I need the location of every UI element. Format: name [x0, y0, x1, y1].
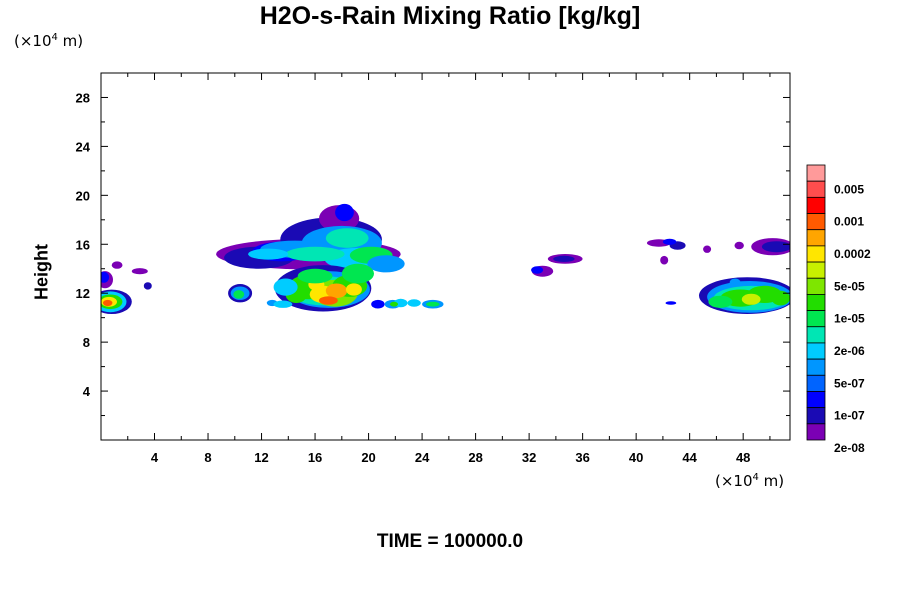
colorbar-swatch: [806, 326, 826, 344]
colorbar-swatch: [806, 423, 826, 441]
y-tick-label: 20: [76, 188, 90, 203]
colorbar-label: 0.001: [834, 215, 864, 229]
field-layer: [101, 203, 790, 314]
x-tick-label: 32: [522, 450, 536, 465]
x-tick-label: 40: [629, 450, 643, 465]
chart-title: H2O-s-Rain Mixing Ratio [kg/kg]: [259, 2, 641, 30]
rain-blob: [771, 290, 790, 306]
x-tick-label: 20: [361, 450, 375, 465]
x-tick-label: 28: [468, 450, 482, 465]
colorbar-swatch: [806, 407, 826, 425]
y-tick-label: 28: [76, 90, 90, 105]
rain-blob: [335, 203, 354, 222]
rain-blob: [103, 299, 113, 307]
rain-blob: [273, 278, 298, 296]
colorbar-label: 2e-06: [834, 344, 865, 358]
colorbar-swatch: [806, 229, 826, 247]
colorbar-swatch: [806, 277, 826, 295]
colorbar-label: 1e-07: [834, 409, 865, 423]
rain-blob: [341, 263, 374, 284]
time-label: TIME = 100000.0: [376, 531, 524, 552]
y-axis-unit: (×104 m): [14, 32, 84, 50]
rain-blob: [248, 248, 289, 260]
y-tick-label: 8: [83, 335, 90, 350]
colorbar-label: 0.005: [834, 182, 864, 196]
rain-blob: [426, 301, 440, 307]
x-tick-label: 16: [308, 450, 322, 465]
rain-blob: [233, 290, 245, 299]
x-tick-label: 4: [151, 450, 159, 465]
rain-blob: [131, 268, 148, 275]
rain-blob: [325, 283, 348, 299]
rain-blob: [665, 301, 677, 305]
rain-blob: [734, 241, 744, 250]
x-tick-label: 44: [682, 450, 697, 465]
colorbar-swatch: [806, 358, 826, 376]
colorbar-swatch: [806, 196, 826, 214]
colorbar-swatch: [806, 374, 826, 392]
y-tick-label: 4: [83, 384, 91, 399]
rain-blob: [101, 271, 110, 283]
rain-blob: [761, 241, 790, 253]
rain-blob: [273, 300, 293, 308]
rain-blob: [708, 295, 733, 308]
colorbar-swatch: [806, 213, 826, 231]
rain-blob: [390, 301, 398, 307]
colorbar-swatch: [806, 391, 826, 409]
rain-blob: [741, 293, 761, 305]
rain-blob: [319, 296, 338, 305]
x-tick-label: 48: [736, 450, 750, 465]
rain-blob: [345, 283, 362, 296]
rain-blob: [531, 266, 544, 274]
colorbar-swatch: [806, 294, 826, 311]
rain-blob: [111, 261, 123, 269]
rain-blob: [729, 278, 741, 286]
y-tick-label: 16: [76, 237, 90, 252]
colorbar: 0.005 0.001 0.0002 5e-05 1e-05 2e-06 5e-07 1e-0…: [806, 164, 871, 455]
rain-blob: [143, 282, 152, 290]
colorbar-swatch: [806, 180, 826, 198]
rain-blob: [662, 238, 677, 245]
y-tick-label: 24: [76, 139, 91, 154]
x-tick-label: 8: [204, 450, 211, 465]
colorbar-swatch: [806, 261, 826, 279]
colorbar-label: 2e-08: [834, 441, 865, 455]
rain-blob: [367, 255, 405, 273]
rain-blob: [407, 299, 421, 307]
colorbar-swatch: [806, 342, 826, 360]
colorbar-label: 5e-07: [834, 376, 865, 390]
x-tick-label: 12: [254, 450, 268, 465]
rain-blob: [297, 268, 333, 284]
colorbar-label: 1e-05: [834, 312, 865, 326]
rain-blob: [371, 299, 385, 309]
rain-blob: [660, 255, 669, 265]
colorbar-swatch: [806, 245, 826, 263]
rain-blob: [285, 246, 345, 262]
rain-blob: [325, 228, 369, 248]
plot-border: [100, 72, 791, 441]
colorbar-swatch: [806, 310, 826, 328]
rain-blob: [703, 245, 712, 253]
colorbar-label: 5e-05: [834, 279, 865, 293]
colorbar-label: 0.0002: [834, 247, 871, 261]
x-tick-label: 24: [415, 450, 430, 465]
y-tick-label: 12: [76, 286, 90, 301]
colorbar-swatch: [806, 164, 826, 182]
rain-blob: [553, 255, 575, 262]
x-axis-unit: (×104 m): [715, 472, 785, 490]
x-tick-label: 36: [575, 450, 589, 465]
